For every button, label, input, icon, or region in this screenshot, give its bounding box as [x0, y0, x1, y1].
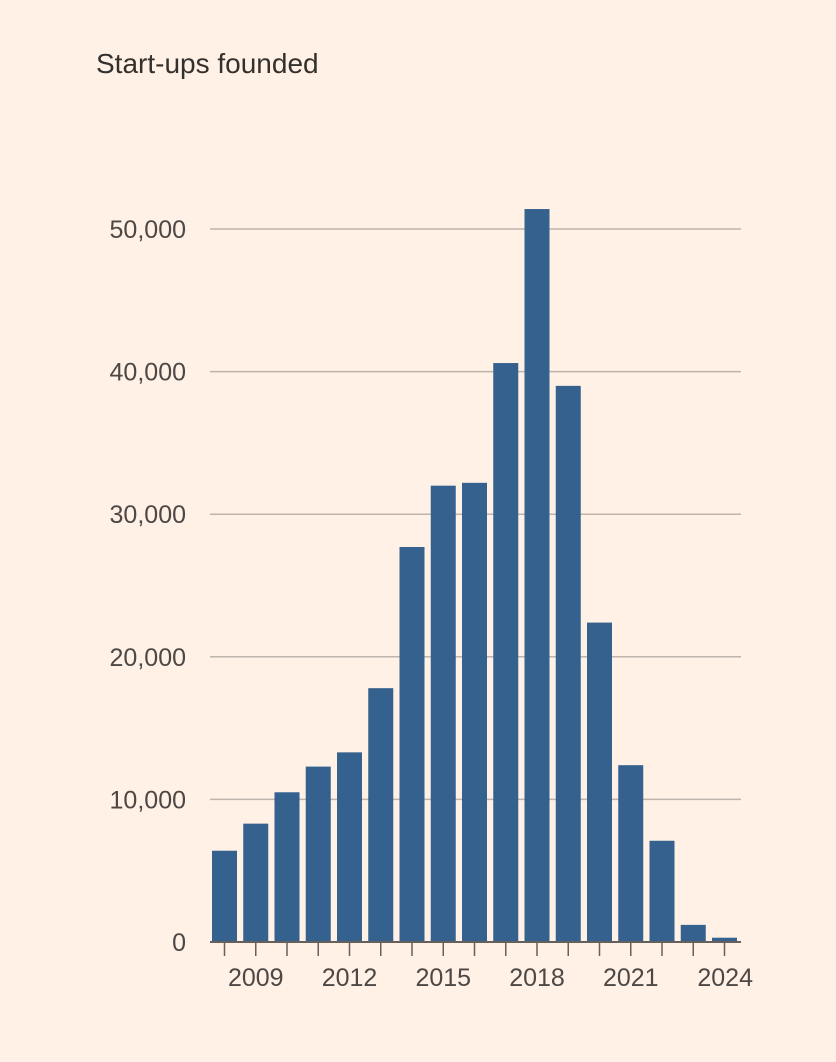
x-tick-label-2018: 2018	[509, 964, 565, 992]
bar-2021	[618, 765, 644, 942]
bar-2024	[712, 937, 737, 942]
chart-title: Start-ups founded	[96, 48, 319, 79]
bar-2018	[524, 209, 550, 942]
x-tick-label-2009: 2009	[228, 964, 284, 992]
y-tick-label: 0	[172, 929, 186, 957]
y-tick-label: 50,000	[110, 216, 186, 244]
bar-2016	[462, 482, 487, 942]
bar-2020	[587, 622, 612, 942]
x-tick-label-2021: 2021	[603, 964, 659, 992]
x-tick-label-2012: 2012	[322, 964, 378, 992]
bar-2013	[368, 688, 394, 942]
bar-2014	[399, 546, 425, 942]
x-tick-label-2015: 2015	[415, 964, 471, 992]
bar-2023	[680, 924, 706, 942]
bar-2022	[649, 840, 675, 942]
y-tick-label: 40,000	[110, 359, 186, 387]
bar-2019	[555, 385, 581, 942]
bar-2009	[243, 823, 269, 942]
bar-2017	[493, 363, 519, 942]
y-tick-label: 10,000	[110, 786, 186, 814]
x-tick-label-2024: 2024	[697, 964, 753, 992]
bar-2008	[212, 850, 237, 942]
bar-2015	[430, 485, 456, 942]
bar-2012	[337, 752, 362, 942]
bar-2010	[274, 792, 300, 942]
y-tick-label: 20,000	[110, 644, 186, 672]
bar-2011	[305, 766, 331, 942]
y-tick-label: 30,000	[110, 501, 186, 529]
